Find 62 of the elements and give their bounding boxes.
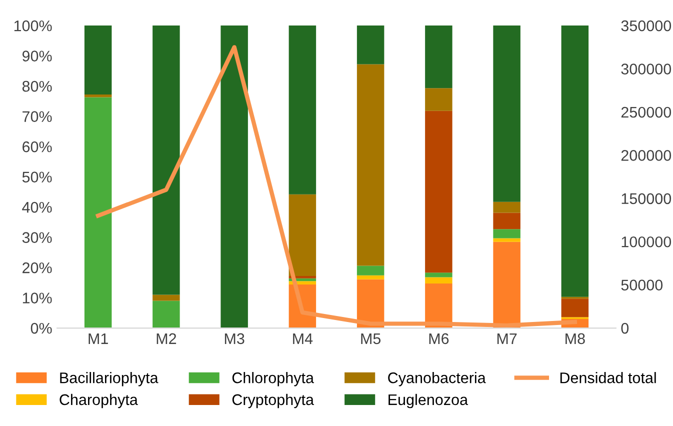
bar <box>288 26 316 194</box>
bar <box>561 298 589 318</box>
y2-tick-label: 250000 <box>621 106 672 118</box>
x-tick-label: M1 <box>88 333 108 344</box>
bar <box>288 194 316 276</box>
bar <box>493 242 520 328</box>
x-tick-label: M6 <box>429 333 449 344</box>
legend-label: Bacillariophyta <box>60 372 158 386</box>
x-tick-label: M4 <box>293 333 313 344</box>
y-tick-label: 100% <box>14 20 52 32</box>
y2-tick-label: 50000 <box>621 280 663 290</box>
y-tick-label: 0% <box>30 322 52 334</box>
y2-tick-label: 350000 <box>621 20 672 32</box>
bar <box>356 26 384 64</box>
y-tick-label: 70% <box>22 111 52 122</box>
bar <box>356 64 384 266</box>
bar <box>493 238 520 242</box>
bar <box>493 212 520 230</box>
x-tick-label: M3 <box>224 333 244 344</box>
bar <box>220 26 248 328</box>
y-tick-label: 10% <box>22 292 52 304</box>
bar <box>493 26 520 202</box>
bar <box>152 294 180 301</box>
legend-label: Charophyta <box>60 394 138 408</box>
bar <box>561 26 589 297</box>
bar <box>425 26 452 88</box>
legend-label: Cryptophyta <box>232 394 314 408</box>
bar <box>152 26 180 295</box>
bar <box>84 94 112 98</box>
y-tick-label: 60% <box>22 141 52 152</box>
bar <box>493 202 520 213</box>
bar <box>425 277 452 284</box>
bar <box>425 284 452 328</box>
bar <box>84 26 112 95</box>
bar <box>425 110 452 273</box>
y-tick-label: 30% <box>22 232 52 243</box>
x-tick-label: M2 <box>156 333 176 344</box>
legend-label: Cyanobacteria <box>388 372 486 386</box>
bar <box>152 300 180 328</box>
y2-tick-label: 300000 <box>621 64 672 74</box>
y2-tick-label: 0 <box>621 322 629 334</box>
y-tick-label: 80% <box>22 80 52 92</box>
y-tick-label: 40% <box>22 202 52 213</box>
bar <box>356 266 384 276</box>
legend-label: Chlorophyta <box>232 372 314 386</box>
x-tick-label: M7 <box>497 333 517 344</box>
legend-label: Densidad total <box>560 372 656 384</box>
bar <box>493 229 520 238</box>
bar <box>425 88 452 111</box>
y-tick-label: 20% <box>22 262 52 274</box>
x-tick-label: M5 <box>361 333 381 344</box>
bar <box>84 97 112 328</box>
y-tick-label: 50% <box>22 172 52 182</box>
y2-tick-label: 150000 <box>622 193 672 204</box>
bar <box>356 275 384 280</box>
y2-tick-label: 100000 <box>622 236 672 248</box>
y2-tick-label: 200000 <box>621 150 672 161</box>
x-tick-label: M8 <box>566 333 585 344</box>
bar <box>425 272 452 278</box>
legend-label: Euglenozoa <box>388 394 468 408</box>
y-tick-label: 90% <box>22 50 52 62</box>
line-series <box>96 45 578 328</box>
